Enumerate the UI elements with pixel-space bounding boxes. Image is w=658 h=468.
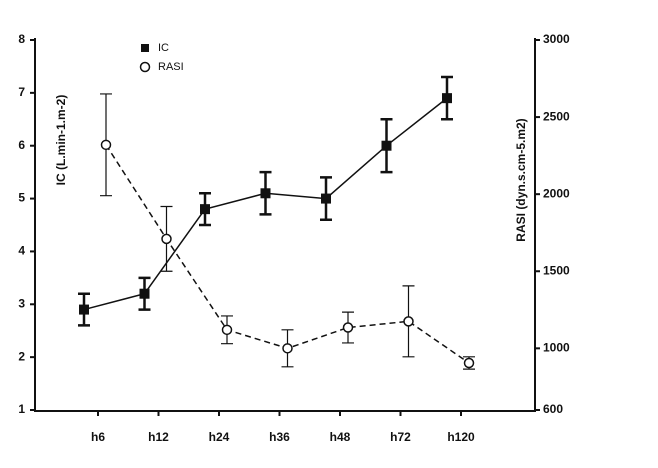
point [161,233,172,245]
legend-label: RASI [158,61,184,73]
y2-tick-label: 600 [543,402,563,416]
y2-tick-label: 2500 [543,109,570,123]
legend-label: IC [158,42,169,54]
x-tick-label: h12 [148,430,169,444]
legend-marker [141,44,149,52]
point [442,93,452,104]
y-tick-label: 7 [18,85,25,99]
point [342,322,354,333]
y-axis-title: IC (L.min-1.m-2) [54,95,68,186]
x-tick-label: h120 [447,430,475,444]
y-tick-label: 1 [18,402,25,416]
y-tick-label: 4 [18,244,25,258]
point [381,140,392,151]
x-tick-label: h24 [209,430,230,444]
y-tick-label: 3 [18,296,25,310]
point [100,139,112,151]
point [282,343,293,354]
y2-tick-label: 1500 [543,263,570,277]
point [321,193,331,204]
y2-axis-title: RASI (dyn.s.cm-5.m2) [514,118,528,241]
point [139,288,150,299]
y2-tick-label: 2000 [543,186,570,200]
y-tick-label: 2 [18,349,25,363]
y-tick-label: 5 [18,191,25,205]
y2-tick-label: 3000 [543,32,570,46]
point [79,304,89,315]
y2-tick-label: 1000 [543,341,570,355]
x-tick-label: h72 [390,430,411,444]
x-tick-label: h6 [91,430,105,444]
point [260,188,271,199]
legend-marker [139,61,151,73]
point [403,316,414,327]
point [463,357,475,369]
point [221,324,233,336]
y-tick-label: 6 [18,138,25,152]
y-tick-label: 8 [18,32,25,46]
point [200,204,210,215]
x-tick-label: h36 [269,430,290,444]
x-tick-label: h48 [330,430,351,444]
